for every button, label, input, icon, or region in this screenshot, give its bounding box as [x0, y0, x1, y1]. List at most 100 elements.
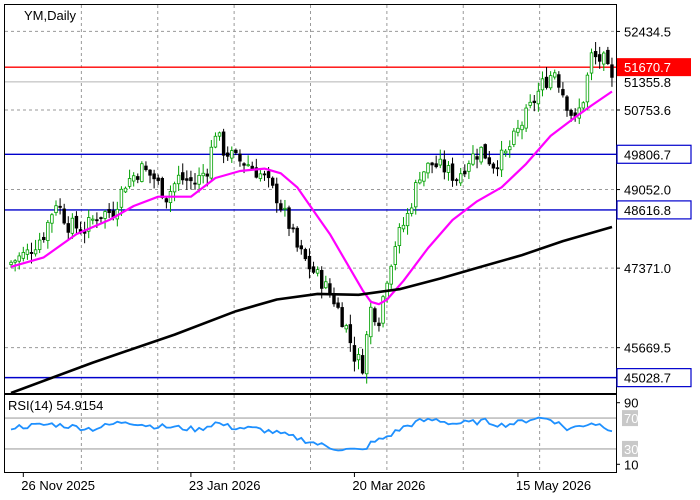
candle-body: [66, 223, 70, 233]
candle-body: [540, 78, 545, 91]
candle-body: [585, 74, 590, 103]
candle-body: [193, 182, 197, 185]
candle-body: [58, 205, 62, 208]
candle-body: [434, 163, 438, 168]
candle-body: [340, 307, 344, 328]
candle-body: [9, 261, 13, 265]
candle-body: [225, 152, 230, 157]
level-tag: [616, 144, 692, 164]
candle-body: [597, 54, 602, 62]
candle-body: [454, 179, 459, 182]
candle-body: [581, 102, 586, 109]
candle-body: [201, 172, 205, 177]
candle-body: [479, 146, 483, 163]
rsi-axis-label: 90: [624, 396, 638, 411]
current-price-label: 51670.7: [624, 60, 671, 75]
candle-body: [144, 165, 148, 171]
moving-averages: [10, 90, 613, 395]
candle-body: [17, 255, 21, 262]
candle-body: [185, 178, 189, 181]
time-axis-label: 20 Mar 2026: [352, 478, 425, 493]
candle-body: [377, 322, 381, 327]
candle-body: [491, 163, 496, 169]
time-axis-label: 15 May 2026: [516, 478, 591, 493]
candle-body: [356, 354, 361, 361]
candle-body: [328, 283, 332, 295]
candle-body: [487, 157, 492, 165]
candle-body: [463, 170, 467, 175]
candle-body: [213, 135, 218, 148]
candle-body: [33, 249, 38, 255]
candle-body: [430, 162, 434, 166]
candle-body: [246, 164, 250, 167]
candle-body: [238, 153, 242, 162]
candle-body: [181, 172, 185, 181]
candle-body: [148, 169, 152, 176]
candle-body: [438, 158, 442, 166]
price-axis-label: 50753.6: [624, 103, 671, 118]
candle-body: [458, 173, 463, 184]
candle-body: [172, 183, 177, 193]
candle-body: [311, 266, 316, 273]
price-axis-label: 52434.5: [624, 24, 671, 39]
candle-body: [508, 146, 512, 151]
candle-body: [409, 207, 414, 214]
candle-body: [164, 198, 169, 203]
candle-body: [418, 179, 422, 184]
level-tag: [616, 200, 692, 220]
candle-body: [131, 175, 136, 182]
candle-body: [442, 159, 447, 173]
rsi-line: [10, 416, 613, 452]
symbol-label: YM,Daily: [24, 8, 77, 23]
candle-body: [217, 132, 222, 137]
rsi-indicator: 70 30 90 10: [5, 396, 638, 472]
candle-body: [381, 296, 385, 324]
candle-body: [37, 239, 42, 250]
candle-body: [561, 89, 565, 96]
candle-body: [95, 219, 99, 222]
candle-body: [287, 207, 291, 229]
candle-body: [495, 167, 500, 170]
candle-body: [221, 131, 226, 156]
candle-body: [70, 217, 75, 234]
candle-body: [279, 203, 283, 211]
candle-body: [230, 150, 234, 159]
level-tag: [616, 368, 692, 388]
candle-body: [127, 178, 132, 187]
level-tag-label: 45028.7: [624, 371, 671, 386]
candle-body: [397, 227, 402, 247]
candle-body: [548, 75, 553, 89]
candle-body: [602, 52, 606, 65]
rsi-level-tag: [622, 440, 638, 457]
candle-body: [13, 260, 17, 263]
candle-body: [21, 252, 26, 259]
candle-body: [389, 265, 393, 285]
candle-body: [336, 302, 340, 308]
candle-body: [422, 171, 426, 182]
candle-body: [123, 187, 128, 193]
candle-body: [414, 182, 418, 208]
candle-body: [606, 49, 610, 64]
candle-body: [140, 163, 144, 182]
rsi-level-label: 30: [624, 442, 638, 457]
time-axis-label: 26 Nov 2025: [21, 478, 95, 493]
candle-body: [91, 218, 95, 221]
candle-body: [557, 74, 561, 88]
price-axis: 52434.5 50753.6 49052.0 47371.0 45669.5: [616, 24, 671, 356]
candle-body: [50, 214, 54, 224]
candle-body: [589, 52, 594, 74]
candle-body: [315, 269, 320, 274]
time-axis-label: 23 Jan 2026: [189, 478, 261, 493]
candle-body: [593, 51, 598, 58]
candle-body: [176, 174, 181, 185]
candle-body: [393, 246, 398, 265]
candle-body: [569, 109, 573, 116]
candle-body: [42, 236, 46, 241]
candlesticks: [9, 42, 614, 384]
candle-body: [532, 100, 536, 104]
candle-body: [320, 270, 324, 289]
candle-body: [262, 173, 267, 176]
candle-body: [348, 324, 353, 344]
price-axis-label: 47371.0: [624, 261, 671, 276]
